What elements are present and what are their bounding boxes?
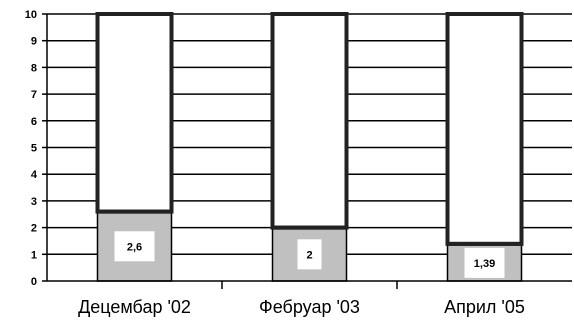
x-tick-label-2: Април '05 [444, 297, 525, 317]
bar-top-1 [270, 12, 349, 230]
data-label-2: 1,39 [474, 258, 495, 270]
y-tick-label-1: 1 [31, 249, 37, 261]
y-tick-label-9: 9 [31, 36, 37, 48]
y-tick-label-7: 7 [31, 89, 37, 101]
y-tick-label-10: 10 [25, 9, 37, 21]
y-tick-label-6: 6 [31, 116, 37, 128]
x-tick-label-1: Фебруар '03 [259, 297, 360, 317]
y-tick-label-4: 4 [31, 169, 38, 181]
data-label-0: 2,6 [127, 241, 142, 253]
y-tick-label-2: 2 [31, 223, 37, 235]
x-tick-label-0: Децембар '02 [78, 297, 191, 317]
y-tick-label-5: 5 [31, 143, 37, 155]
data-label-1: 2 [306, 249, 312, 261]
y-tick-label-3: 3 [31, 196, 37, 208]
data-label-box-0 [114, 231, 155, 262]
y-tick-label-8: 8 [31, 62, 37, 74]
bar-top-0 [95, 12, 174, 214]
data-label-box-1 [297, 239, 322, 270]
bar-top-2 [445, 12, 524, 246]
bar-bottom-1 [271, 226, 348, 282]
y-tick-label-0: 0 [31, 276, 37, 288]
data-label-box-2 [464, 247, 505, 278]
